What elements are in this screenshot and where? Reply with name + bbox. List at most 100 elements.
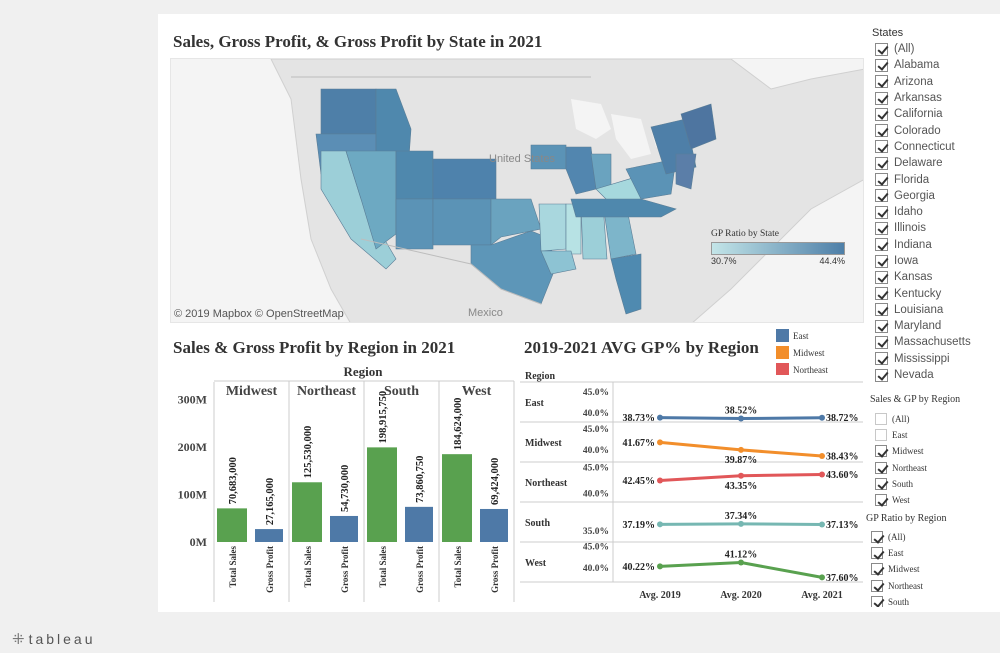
state-option-label: Indiana [894, 238, 932, 251]
checkbox-checked-icon[interactable] [875, 461, 887, 474]
checkbox-checked-icon[interactable] [875, 477, 887, 490]
data-point [819, 452, 825, 459]
checkbox-checked-icon[interactable] [875, 368, 888, 382]
bar-total-sales [292, 482, 322, 542]
legend-item[interactable]: Midwest [776, 344, 866, 361]
sales-region-option[interactable]: Midwest [875, 443, 927, 459]
checkbox-checked-icon[interactable] [875, 303, 888, 317]
checkbox-checked-icon[interactable] [875, 270, 888, 284]
sales-region-option[interactable]: West [875, 492, 927, 508]
checkbox-checked-icon[interactable] [875, 319, 888, 333]
checkbox-checked-icon[interactable] [875, 140, 888, 154]
state-option[interactable]: Delaware [875, 155, 1000, 171]
checkbox-checked-icon[interactable] [875, 124, 888, 138]
checkbox-checked-icon[interactable] [875, 254, 888, 268]
legend-swatch [776, 346, 789, 359]
bar-gross-profit [480, 508, 508, 542]
state-option[interactable]: Connecticut [875, 139, 1000, 155]
state-option[interactable]: Idaho [875, 204, 1000, 220]
bar-column-header: Region [344, 364, 384, 379]
sales-region-option[interactable]: Northeast [875, 460, 927, 476]
map-attribution[interactable]: © 2019 Mapbox © OpenStreetMap [174, 308, 344, 320]
sales-region-filter[interactable]: (All) East Midwest Northeast South West [875, 411, 927, 508]
state-option[interactable]: Indiana [875, 237, 1000, 253]
gp-region-option-label: Midwest [888, 564, 920, 575]
state-option[interactable]: Massachusetts [875, 334, 1000, 350]
bar-value-label: 184,624,000 [453, 398, 464, 451]
tableau-logo-icon: ⁜ [12, 631, 25, 648]
checkbox-checked-icon[interactable] [875, 445, 887, 458]
state-option-label: Iowa [894, 255, 919, 267]
checkbox-checked-icon[interactable] [875, 189, 888, 203]
checkbox-checked-icon[interactable] [875, 173, 888, 187]
sales-region-option-label: South [892, 478, 914, 489]
state-option[interactable]: Arizona [875, 74, 1000, 90]
state-option[interactable]: Arkansas [875, 90, 1000, 106]
bar-total-sales [367, 447, 397, 542]
gp-region-option-label: (All) [888, 532, 906, 543]
state-option[interactable]: Kentucky [875, 285, 1000, 301]
checkbox-unchecked-icon[interactable] [875, 429, 887, 442]
state-option[interactable]: Alabama [875, 57, 1000, 73]
state-option[interactable]: Kansas [875, 269, 1000, 285]
states-filter[interactable]: (All) Alabama Arizona Arkansas California Col… [875, 41, 1000, 386]
gp-region-option[interactable]: (All) [871, 529, 1000, 545]
checkbox-checked-icon[interactable] [875, 335, 888, 349]
checkbox-checked-icon[interactable] [871, 547, 883, 560]
state-option[interactable]: Mississippi [875, 351, 1000, 367]
state-option[interactable]: Maryland [875, 318, 1000, 334]
gp-region-option[interactable]: Northeast [871, 578, 1000, 594]
state-option[interactable]: Colorado [875, 122, 1000, 138]
checkbox-checked-icon[interactable] [875, 156, 888, 170]
checkbox-checked-icon[interactable] [875, 91, 888, 105]
x-tick-label: Gross Profit [490, 546, 500, 593]
legend-swatch [776, 363, 789, 375]
data-label: 39.87% [725, 455, 758, 466]
checkbox-unchecked-icon[interactable] [875, 413, 887, 426]
gp-region-option[interactable]: Midwest [871, 561, 1000, 577]
state-option[interactable]: Florida [875, 171, 1000, 187]
sales-region-option-label: (All) [892, 414, 910, 425]
checkbox-checked-icon[interactable] [875, 205, 888, 219]
tableau-logo[interactable]: ⁜ tableau [12, 630, 96, 648]
state-option[interactable]: Louisiana [875, 302, 1000, 318]
state-option[interactable]: Iowa [875, 253, 1000, 269]
checkbox-checked-icon[interactable] [875, 352, 888, 366]
state-option[interactable]: Nevada [875, 367, 1000, 383]
checkbox-checked-icon[interactable] [875, 287, 888, 301]
sales-region-option-label: East [892, 430, 908, 441]
gp-region-option[interactable]: East [871, 545, 1000, 561]
checkbox-checked-icon[interactable] [875, 494, 887, 507]
checkbox-checked-icon[interactable] [871, 579, 883, 592]
region-color-legend: East Midwest Northeast [776, 327, 866, 375]
checkbox-checked-icon[interactable] [871, 531, 883, 544]
state-option[interactable]: Georgia [875, 188, 1000, 204]
sales-region-option[interactable]: East [875, 427, 927, 443]
checkbox-checked-icon[interactable] [875, 221, 888, 235]
bar-value-label: 198,915,750 [378, 391, 389, 444]
checkbox-checked-icon[interactable] [871, 563, 883, 576]
checkbox-checked-icon[interactable] [875, 75, 888, 89]
region-row-label: West [525, 558, 547, 569]
state-option[interactable]: California [875, 106, 1000, 122]
state-option-label: Delaware [894, 157, 943, 170]
data-label: 41.67% [623, 438, 656, 449]
sales-region-option[interactable]: (All) [875, 411, 927, 427]
sales-region-option[interactable]: South [875, 476, 927, 492]
legend-label: Northeast [793, 364, 828, 375]
checkbox-checked-icon[interactable] [875, 107, 888, 121]
state-option[interactable]: Illinois [875, 220, 1000, 236]
legend-item[interactable]: Northeast [776, 361, 866, 375]
gp-region-option-label: Northeast [888, 580, 923, 591]
checkbox-checked-icon[interactable] [871, 595, 883, 607]
checkbox-checked-icon[interactable] [875, 58, 888, 72]
tableau-logo-text: tableau [28, 631, 96, 647]
state-map[interactable]: United States Mexico © 2019 Mapbox © Ope… [170, 58, 864, 323]
gp-region-filter[interactable]: (All) East Midwest Northeast South [871, 529, 1000, 607]
checkbox-checked-icon[interactable] [875, 42, 888, 56]
state-option-label: Idaho [894, 206, 923, 219]
gp-region-option[interactable]: South [871, 594, 1000, 607]
legend-item[interactable]: East [776, 327, 866, 344]
checkbox-checked-icon[interactable] [875, 238, 888, 252]
state-option[interactable]: (All) [875, 41, 1000, 57]
